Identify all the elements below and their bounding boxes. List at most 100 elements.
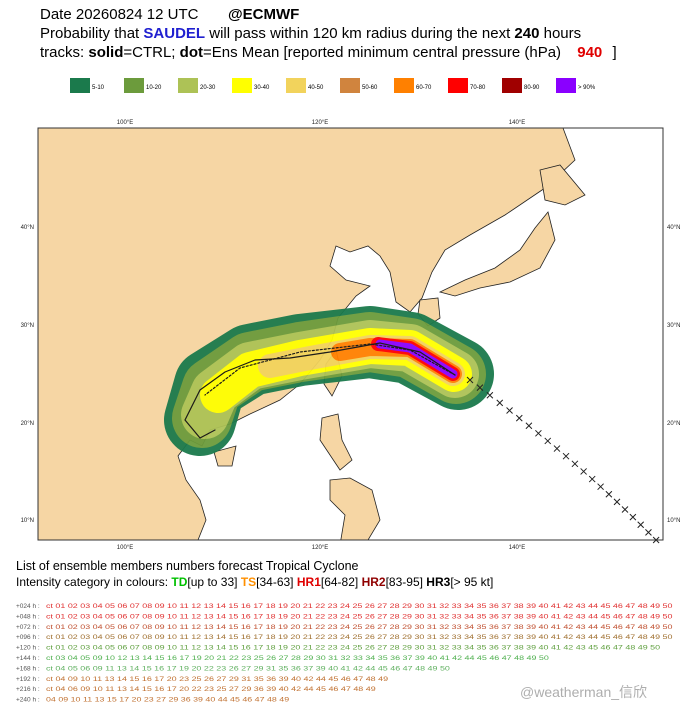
- t: HR3: [426, 575, 450, 589]
- track-cross: [605, 490, 613, 498]
- legend-label: > 90%: [578, 85, 596, 91]
- legend-swatch: [394, 78, 414, 93]
- legend-swatch: [286, 78, 306, 93]
- t: [64-82]: [321, 575, 358, 589]
- pressure: 940: [577, 44, 602, 61]
- lat-label: 40°N: [667, 225, 680, 231]
- legend-label: 80-90: [524, 85, 540, 91]
- row-lead: +192 h :: [16, 676, 40, 683]
- legend-label: 50-60: [362, 85, 378, 91]
- t: [83-95]: [386, 575, 423, 589]
- row-lead: +048 h :: [16, 613, 40, 620]
- watermark: @weatherman_信欣: [520, 684, 647, 700]
- intensity: Intensity category in colours: TD[up to …: [16, 575, 493, 589]
- t: HR1: [297, 575, 321, 589]
- ctrl-track: [204, 343, 456, 396]
- footer-title: List of ensemble members numbers forecas…: [16, 559, 359, 573]
- legend-swatch: [340, 78, 360, 93]
- luzon: [319, 413, 353, 471]
- legend-label: 10-20: [146, 85, 162, 91]
- track-cross: [506, 407, 513, 414]
- legend-swatch: [178, 78, 198, 93]
- legend-label: 40-50: [308, 85, 324, 91]
- t: hours: [544, 25, 582, 42]
- track-cross: [486, 391, 494, 399]
- row-lead: +072 h :: [16, 624, 40, 631]
- row-lead: +024 h :: [16, 603, 40, 610]
- philippines-south: [329, 477, 381, 540]
- t: solid: [88, 44, 123, 61]
- row-members: ct 01 02 03 04 05 06 07 08 09 10 11 12 1…: [46, 613, 673, 620]
- row-lead: +168 h :: [16, 665, 40, 672]
- row-members: ct 01 02 03 04 05 06 07 08 09 10 11 12 1…: [46, 603, 673, 610]
- legend-label: 70-80: [470, 85, 486, 91]
- track-cross: [588, 475, 596, 483]
- t: HR2: [362, 575, 386, 589]
- legend-swatch: [448, 78, 468, 93]
- track-cross: [535, 429, 542, 437]
- row-members: ct 01 02 03 04 05 06 07 08 09 10 11 12 1…: [46, 634, 673, 641]
- row-lead: +216 h :: [16, 686, 40, 693]
- legend-swatch: [502, 78, 522, 93]
- source: @ECMWF: [228, 6, 299, 23]
- lat-label: 30°N: [667, 323, 680, 329]
- lon-label: 100°E: [117, 120, 133, 126]
- map-frame: [37, 127, 664, 541]
- lat-label: 30°N: [21, 323, 34, 329]
- track-cross: [476, 384, 484, 391]
- lat-label: 20°N: [21, 421, 34, 427]
- track-cross: [571, 460, 579, 468]
- legend-swatch: [70, 78, 90, 93]
- t: tracks:: [40, 44, 84, 61]
- honshu: [438, 211, 556, 297]
- track-cross: [645, 529, 652, 536]
- lat-label: 40°N: [21, 225, 34, 231]
- lat-label: 10°N: [21, 518, 34, 524]
- track-cross: [629, 513, 637, 521]
- line3: tracks: solid=CTRL; dot=Ens Mean [report…: [40, 44, 617, 61]
- t: TS: [241, 575, 256, 589]
- track-cross: [515, 414, 523, 422]
- row-members: ct 01 02 03 04 05 06 07 08 09 10 11 12 1…: [46, 624, 673, 631]
- row-lead: +240 h :: [16, 697, 40, 704]
- map: 100°E 100°E 120°E 120°E 140°E 140°E 40°N 40°N 30…: [21, 120, 681, 551]
- legend-swatch: [124, 78, 144, 93]
- date: Date 20260824 12 UTC: [40, 6, 199, 23]
- track-cross: [553, 445, 561, 452]
- row-members: ct 04 06 09 10 11 13 14 15 16 17 20 22 2…: [46, 686, 376, 693]
- t: [> 95 kt]: [450, 575, 493, 589]
- legend-label: 20-30: [200, 85, 216, 91]
- track-crosses: [466, 376, 660, 544]
- t: [34-63]: [256, 575, 293, 589]
- t: TD: [171, 575, 187, 589]
- legend-label: 5-10: [92, 85, 105, 91]
- t: ]: [612, 44, 616, 61]
- lat-label: 10°N: [667, 518, 680, 524]
- row-members: ct 04 09 10 11 13 14 15 16 17 20 23 25 2…: [46, 676, 389, 683]
- legend-swatch: [556, 78, 576, 93]
- lon-label: 140°E: [509, 545, 525, 551]
- t: =Ens Mean [reported minimum central pres…: [203, 44, 561, 61]
- storm: SAUDEL: [143, 25, 205, 42]
- lon-label: 100°E: [117, 545, 133, 551]
- legend-label: 60-70: [416, 85, 432, 91]
- track-cross: [613, 498, 621, 506]
- row-members: ct 04 05 06 09 11 13 14 15 16 17 19 20 2…: [46, 665, 450, 672]
- hours: 240: [514, 25, 539, 42]
- track-cross: [562, 452, 570, 460]
- track-cross: [597, 483, 604, 491]
- row-members: 04 09 10 11 13 15 17 20 23 27 29 36 39 4…: [46, 697, 290, 704]
- t: will pass within 120 km radius during th…: [208, 25, 511, 42]
- track-cross: [580, 468, 587, 475]
- legend: 5-10 10-20 20-30 30-40 40-50 50-60 60-70 70-80 8…: [70, 78, 596, 93]
- t: Intensity category in colours:: [16, 575, 168, 589]
- legend-swatch: [232, 78, 252, 93]
- row-members: ct 03 04 05 09 10 12 13 14 15 16 17 19 2…: [46, 655, 549, 662]
- track-cross: [621, 506, 629, 513]
- row-members: ct 01 02 03 04 05 06 07 08 09 10 11 12 1…: [46, 645, 661, 652]
- line2: Probability that SAUDEL will pass within…: [40, 25, 581, 42]
- t: Probability that: [40, 25, 140, 42]
- lon-label: 120°E: [312, 545, 328, 551]
- lat-label: 20°N: [667, 421, 680, 427]
